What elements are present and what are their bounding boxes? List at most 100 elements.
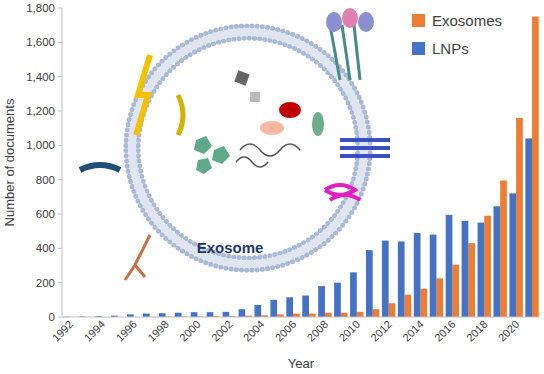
- protein: [342, 8, 358, 28]
- y-axis-title: Number of documents: [2, 98, 17, 226]
- bar: [175, 313, 182, 317]
- bar: [421, 289, 428, 317]
- lipid-head: [239, 267, 244, 272]
- bar: [446, 215, 453, 317]
- lipid-head: [124, 132, 129, 137]
- protein: [330, 25, 360, 80]
- lipid-head: [242, 35, 247, 40]
- annotation: Exosome: [197, 239, 264, 256]
- bar: [366, 250, 373, 317]
- y-tick-label: 800: [36, 174, 55, 186]
- y-tick: [58, 317, 62, 318]
- bar: [325, 313, 332, 317]
- bar: [484, 216, 491, 317]
- lipid-head: [234, 267, 239, 272]
- bar: [143, 314, 150, 317]
- legend-label: Exosomes: [432, 12, 502, 29]
- bar: [207, 312, 214, 317]
- cargo: [279, 102, 301, 118]
- bar: [509, 193, 516, 317]
- bars: [63, 17, 538, 317]
- bar: [286, 297, 293, 317]
- lipid-tail: [132, 32, 364, 264]
- bar: [398, 241, 405, 317]
- lipid-head: [239, 24, 244, 29]
- y-tick: [58, 179, 62, 180]
- x-tick-label: 2010: [336, 318, 362, 344]
- x-tick-label: 2002: [209, 318, 235, 344]
- bar: [357, 312, 364, 317]
- x-tick-label: 2014: [400, 318, 426, 344]
- lipid-head: [247, 35, 252, 40]
- protein: [326, 12, 342, 32]
- bar: [516, 118, 523, 317]
- lipid-head: [236, 36, 241, 41]
- x-tick-label: 2000: [177, 318, 203, 344]
- y-tick-label: 1,600: [26, 36, 55, 48]
- bar: [293, 314, 300, 317]
- x-axis: [62, 317, 540, 318]
- y-tick-label: 0: [49, 311, 55, 323]
- lipid-head: [124, 138, 129, 143]
- x-tick-label: 1994: [81, 318, 107, 344]
- y-tick: [58, 76, 62, 77]
- bar: [309, 314, 316, 317]
- y-tick-label: 1,000: [26, 139, 55, 151]
- protein: [358, 12, 374, 32]
- bar: [493, 206, 500, 317]
- bar: [436, 278, 443, 317]
- protein: [325, 185, 360, 200]
- lipid-head: [255, 267, 260, 272]
- bar: [191, 312, 198, 317]
- y-axis: [62, 8, 63, 317]
- y-tick: [58, 42, 62, 43]
- lipid-head: [135, 143, 140, 148]
- lipid-head: [247, 255, 252, 260]
- y-tick-label: 1,400: [26, 71, 55, 83]
- lipid-head: [249, 267, 254, 272]
- y-tick: [58, 248, 62, 249]
- cargo: [194, 136, 212, 154]
- bar: [373, 309, 380, 317]
- x-tick-label: 1996: [113, 318, 139, 344]
- bar: [302, 296, 309, 317]
- x-tick-label: 1998: [145, 318, 171, 344]
- lipid-head: [135, 148, 140, 153]
- lipid-head: [252, 36, 257, 41]
- bar: [468, 243, 475, 317]
- lipid-head: [124, 158, 129, 163]
- lipid-head: [136, 138, 141, 143]
- bar: [462, 221, 469, 317]
- x-tick-label: 2016: [432, 318, 458, 344]
- glycan: [125, 235, 150, 280]
- y-tick-label: 200: [36, 277, 55, 289]
- bar: [414, 233, 421, 317]
- legend-swatch: [412, 14, 425, 27]
- bar: [532, 17, 539, 317]
- exosome-illustration: [80, 8, 390, 280]
- bar: [452, 265, 459, 317]
- y-tick-label: 400: [36, 242, 55, 254]
- lipid-head: [136, 153, 141, 158]
- x-tick-label: 1992: [50, 318, 76, 344]
- x-tick-label: 2006: [273, 318, 299, 344]
- lipid-head: [123, 148, 128, 153]
- y-tick: [58, 214, 62, 215]
- x-axis-title: Year: [288, 356, 315, 371]
- y-tick: [58, 8, 62, 9]
- chart: Exosome 0 200 400 600 800 1,000 1,200 1,400 1,600…: [0, 0, 544, 374]
- lipid-head: [249, 23, 254, 28]
- cargo: [260, 121, 284, 135]
- bar: [223, 312, 230, 317]
- protein: [340, 140, 390, 156]
- bar: [405, 295, 412, 317]
- bar: [478, 223, 485, 317]
- cargo: [240, 144, 300, 156]
- legend-label: LNPs: [432, 40, 469, 57]
- y-tick-label: 600: [36, 208, 55, 220]
- protein: [80, 165, 120, 170]
- x-tick-label: 2020: [496, 318, 522, 344]
- bar: [341, 313, 348, 317]
- y-tick-label: 1,200: [26, 105, 55, 117]
- legend-swatch: [412, 42, 425, 55]
